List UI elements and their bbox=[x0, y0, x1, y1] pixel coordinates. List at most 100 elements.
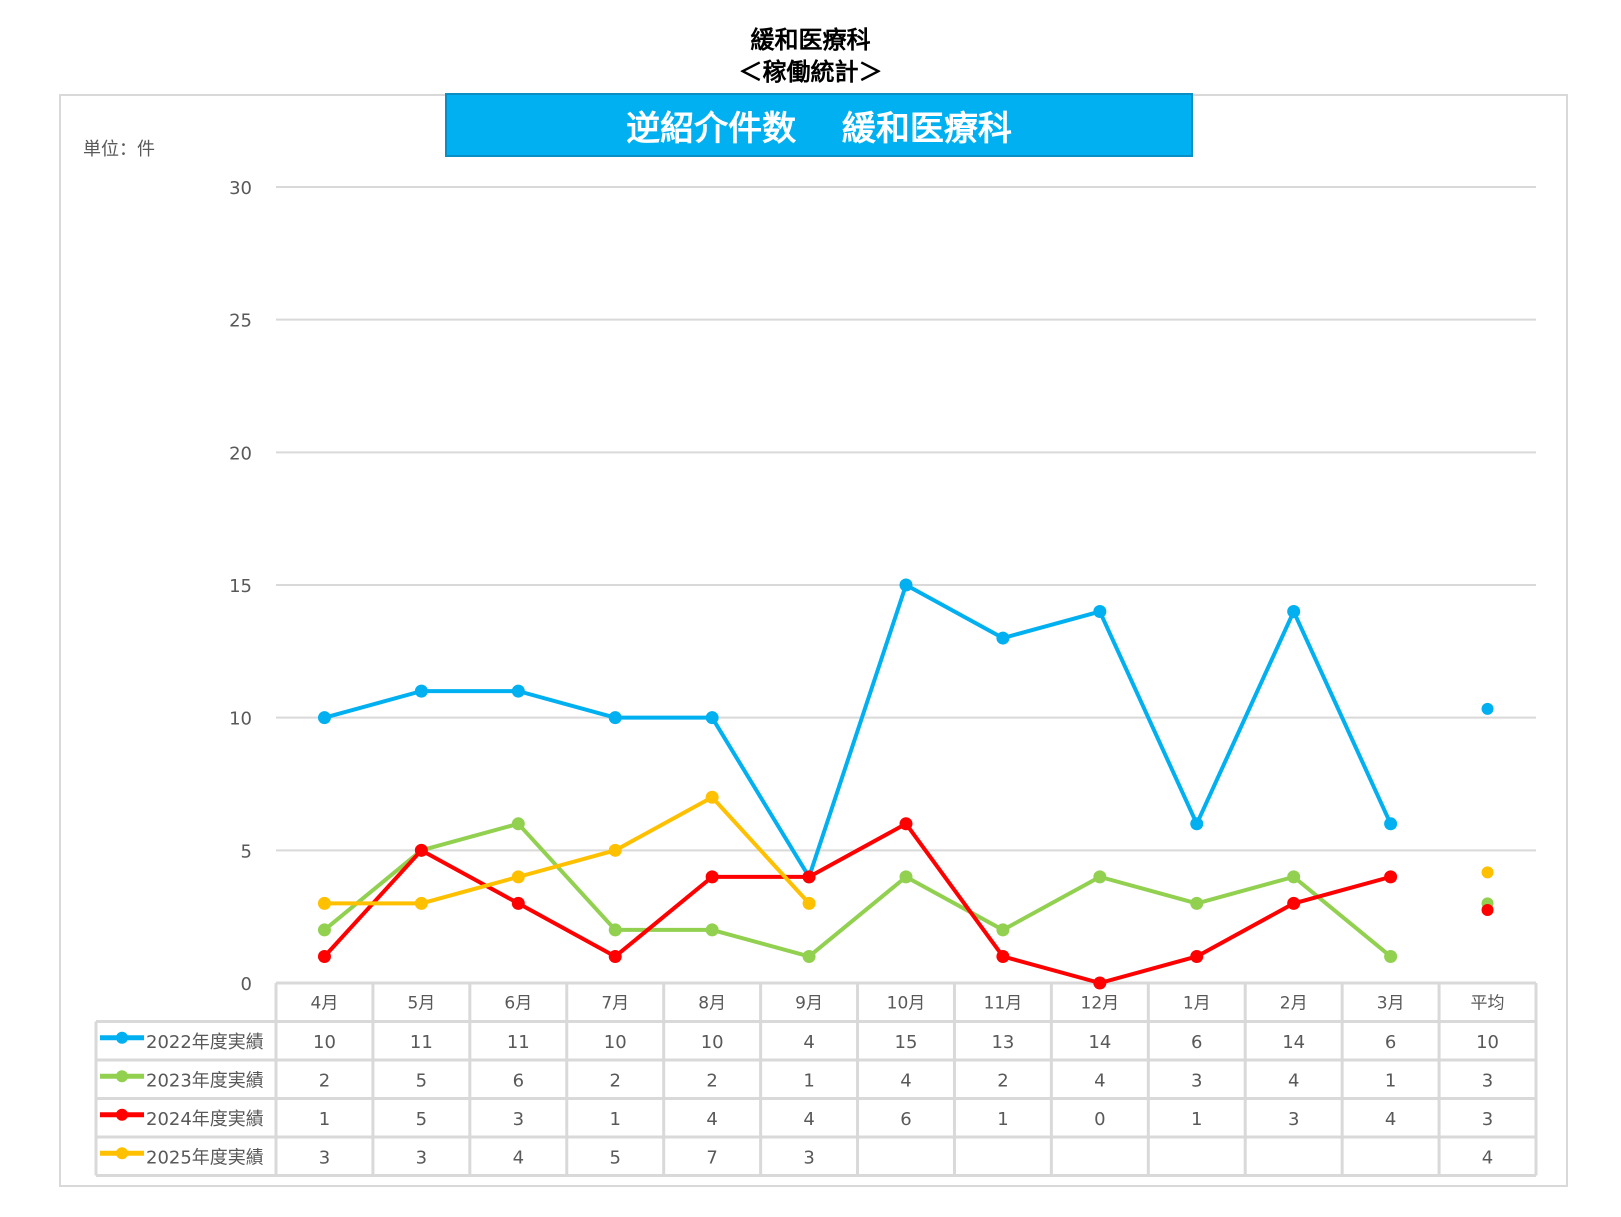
data-point-1 bbox=[1190, 896, 1204, 910]
average-point-3 bbox=[1481, 866, 1494, 879]
data-point-0 bbox=[1384, 817, 1398, 831]
data-point-2 bbox=[1093, 976, 1107, 990]
table-cell: 4 bbox=[1288, 1070, 1299, 1091]
table-cell: 1 bbox=[1385, 1070, 1396, 1091]
x-tick-label: 9月 bbox=[795, 993, 823, 1013]
x-tick-label: 8月 bbox=[698, 993, 726, 1013]
data-point-1 bbox=[899, 870, 913, 884]
data-point-3 bbox=[511, 870, 525, 884]
table-cell: 4 bbox=[706, 1109, 717, 1130]
data-point-2 bbox=[317, 949, 331, 963]
legend-marker-0 bbox=[116, 1031, 128, 1044]
series-line-1 bbox=[323, 821, 1392, 959]
table-cell: 3 bbox=[416, 1147, 427, 1168]
x-tick-label-average: 平均 bbox=[1471, 993, 1505, 1013]
table-cell: 5 bbox=[416, 1070, 427, 1091]
data-point-2 bbox=[1287, 896, 1301, 910]
table-cell: 6 bbox=[1385, 1032, 1396, 1053]
data-point-1 bbox=[996, 923, 1010, 937]
table-cell: 6 bbox=[900, 1109, 911, 1130]
table-cell: 1 bbox=[997, 1109, 1008, 1130]
legend-label: 2025年度実績 bbox=[146, 1147, 264, 1168]
table-cell: 10 bbox=[604, 1032, 627, 1053]
table-cell: 11 bbox=[507, 1032, 530, 1053]
data-point-1 bbox=[608, 923, 622, 937]
y-tick-label: 10 bbox=[229, 709, 252, 730]
table-cell: 4 bbox=[900, 1070, 911, 1091]
page-title: 緩和医療科 bbox=[750, 26, 871, 54]
table-cell: 11 bbox=[410, 1032, 433, 1053]
data-point-0 bbox=[1287, 605, 1301, 619]
series-line-2 bbox=[322, 821, 1392, 985]
data-point-0 bbox=[899, 578, 913, 592]
data-point-0 bbox=[511, 684, 525, 698]
data-point-0 bbox=[317, 711, 331, 725]
data-point-0 bbox=[1190, 817, 1204, 831]
legend-marker-2 bbox=[116, 1108, 128, 1121]
table-cell: 3 bbox=[1191, 1070, 1202, 1091]
data-point-1 bbox=[317, 923, 331, 937]
data-point-2 bbox=[802, 870, 816, 884]
data-point-2 bbox=[414, 843, 428, 857]
table-cell-average: 10 bbox=[1476, 1032, 1499, 1053]
y-tick-label: 15 bbox=[229, 576, 252, 597]
table-cell: 1 bbox=[319, 1109, 330, 1130]
data-point-2 bbox=[899, 817, 913, 831]
table-cell: 3 bbox=[803, 1147, 814, 1168]
data-point-1 bbox=[802, 949, 816, 963]
y-tick-label: 20 bbox=[229, 443, 252, 464]
data-point-0 bbox=[996, 631, 1010, 645]
x-tick-label: 2月 bbox=[1280, 993, 1308, 1013]
data-point-3 bbox=[802, 896, 816, 910]
table-cell: 15 bbox=[895, 1032, 918, 1053]
x-tick-label: 10月 bbox=[887, 993, 926, 1013]
table-cell: 3 bbox=[319, 1147, 330, 1168]
y-tick-label: 0 bbox=[241, 974, 252, 995]
table-cell: 4 bbox=[513, 1147, 524, 1168]
table-cell: 6 bbox=[1191, 1032, 1202, 1053]
x-tick-label: 12月 bbox=[1081, 993, 1120, 1013]
table-cell: 14 bbox=[1088, 1032, 1111, 1053]
x-tick-label: 11月 bbox=[984, 993, 1023, 1013]
data-point-2 bbox=[705, 870, 719, 884]
x-tick-label: 3月 bbox=[1377, 993, 1405, 1013]
data-point-0 bbox=[414, 684, 428, 698]
data-point-1 bbox=[511, 817, 525, 831]
page-subtitle: ＜稼働統計＞ bbox=[738, 58, 883, 86]
y-tick-label: 5 bbox=[241, 841, 252, 862]
x-tick-label: 6月 bbox=[504, 993, 532, 1013]
legend-label: 2023年度実績 bbox=[146, 1070, 264, 1091]
table-cell: 0 bbox=[1094, 1109, 1105, 1130]
data-point-2 bbox=[1384, 870, 1398, 884]
table-cell: 4 bbox=[1385, 1109, 1396, 1130]
data-point-2 bbox=[608, 949, 622, 963]
table-cell: 7 bbox=[706, 1147, 717, 1168]
data-point-2 bbox=[511, 896, 525, 910]
legend-marker-3 bbox=[116, 1147, 128, 1160]
table-cell: 14 bbox=[1282, 1032, 1305, 1053]
legend-label: 2024年度実績 bbox=[146, 1109, 264, 1130]
data-point-2 bbox=[1190, 949, 1204, 963]
table-cell: 4 bbox=[1094, 1070, 1105, 1091]
chart-title: 逆紹介件数 緩和医療科 bbox=[445, 93, 1193, 157]
table-cell: 1 bbox=[610, 1109, 621, 1130]
table-cell: 13 bbox=[991, 1032, 1014, 1053]
table-cell: 6 bbox=[513, 1070, 524, 1091]
table-cell: 5 bbox=[416, 1109, 427, 1130]
data-point-1 bbox=[1384, 949, 1398, 963]
y-tick-label: 25 bbox=[229, 311, 252, 332]
table-cell-average: 3 bbox=[1482, 1070, 1493, 1091]
data-point-0 bbox=[705, 711, 719, 725]
table-cell: 10 bbox=[701, 1032, 724, 1053]
x-tick-label: 4月 bbox=[311, 993, 339, 1013]
x-tick-label: 1月 bbox=[1183, 993, 1211, 1013]
average-point-2 bbox=[1481, 904, 1494, 917]
x-tick-label: 5月 bbox=[407, 993, 435, 1013]
table-cell: 5 bbox=[610, 1147, 621, 1168]
x-tick-label: 7月 bbox=[601, 993, 629, 1013]
legend-label: 2022年度実績 bbox=[146, 1032, 264, 1053]
table-cell: 4 bbox=[803, 1109, 814, 1130]
table-cell: 2 bbox=[319, 1070, 330, 1091]
data-point-0 bbox=[1093, 605, 1107, 619]
legend-marker-1 bbox=[116, 1070, 128, 1083]
